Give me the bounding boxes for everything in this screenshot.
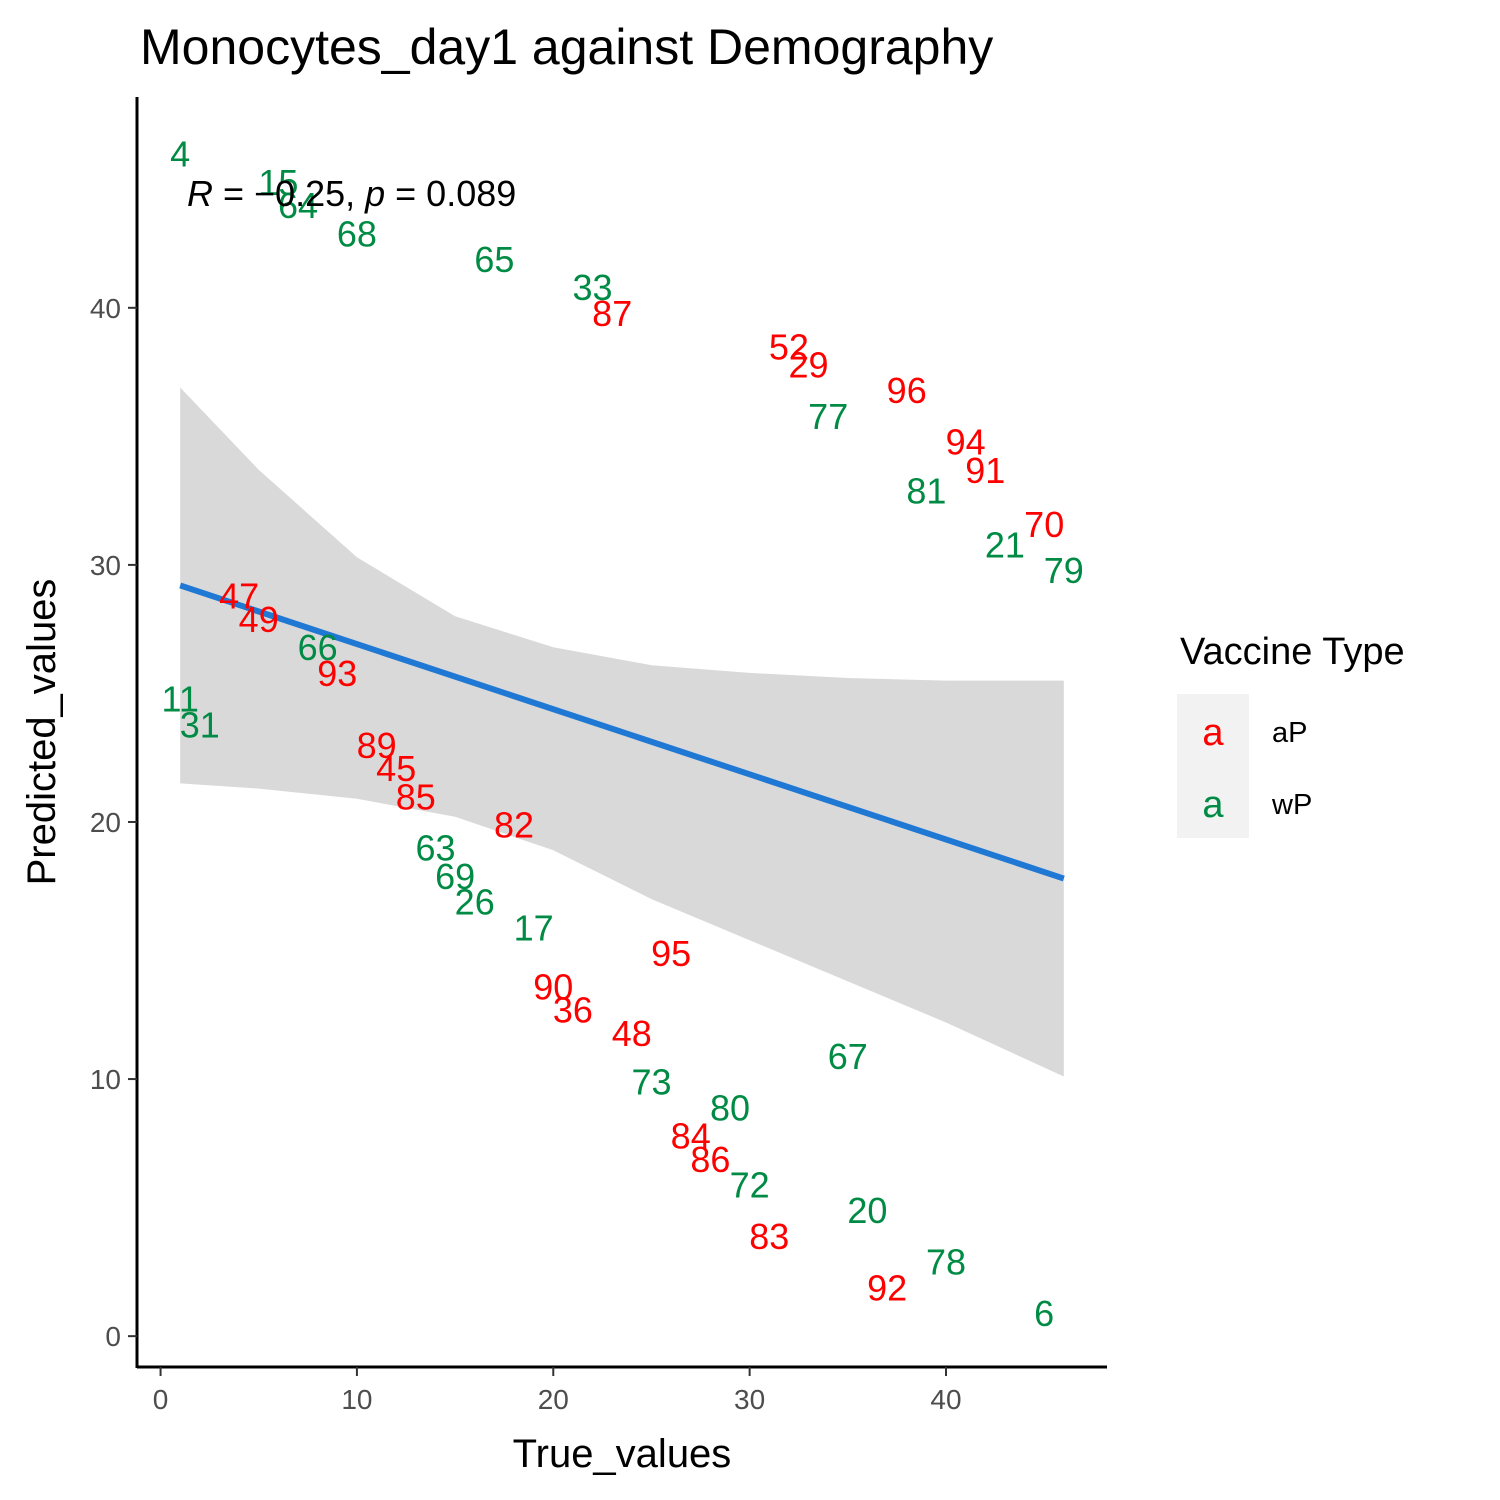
point-label-ap-84: 84 <box>671 1116 711 1157</box>
x-tick-label: 40 <box>930 1384 961 1415</box>
point-label-wp-31: 31 <box>180 704 220 745</box>
point-label-ap-48: 48 <box>612 1013 652 1054</box>
r-value: = −0.25, <box>213 173 365 214</box>
r-symbol: R <box>187 173 213 214</box>
legend-item-ap: a aP <box>1202 712 1307 754</box>
axes: 0 10 20 30 40 0 10 20 30 40 <box>90 97 1107 1415</box>
p-symbol: p <box>364 173 385 214</box>
point-label-ap-49: 49 <box>239 599 279 640</box>
point-label-wp-66: 66 <box>298 627 338 668</box>
point-label-ap-86: 86 <box>690 1139 730 1180</box>
point-label-ap-92: 92 <box>867 1267 907 1308</box>
point-label-wp-6: 6 <box>1034 1293 1054 1334</box>
point-label-ap-90: 90 <box>533 967 573 1008</box>
point-label-ap-29: 29 <box>788 344 828 385</box>
point-label-ap-87: 87 <box>592 293 632 334</box>
point-label-ap-70: 70 <box>1024 504 1064 545</box>
chart-title: Monocytes_day1 against Demography <box>140 19 993 75</box>
y-axis-title: Predicted_values <box>20 579 64 886</box>
y-tick-label: 40 <box>90 293 121 324</box>
legend-item-wp: a wP <box>1202 784 1312 826</box>
point-label-wp-69: 69 <box>435 856 475 897</box>
point-label-wp-4: 4 <box>170 134 190 175</box>
point-label-wp-63: 63 <box>415 828 455 869</box>
point-label-ap-82: 82 <box>494 805 534 846</box>
point-label-ap-36: 36 <box>553 990 593 1031</box>
point-label-ap-93: 93 <box>317 653 357 694</box>
x-axis-title: True_values <box>513 1432 732 1476</box>
point-label-ap-91: 91 <box>965 450 1005 491</box>
x-tick-label: 0 <box>153 1384 169 1415</box>
point-label-wp-73: 73 <box>631 1062 671 1103</box>
point-label-wp-79: 79 <box>1044 550 1084 591</box>
legend-key-wp: a <box>1202 784 1224 826</box>
point-label-wp-26: 26 <box>455 882 495 923</box>
point-label-ap-85: 85 <box>396 776 436 817</box>
point-label-wp-20: 20 <box>847 1190 887 1231</box>
point-label-wp-81: 81 <box>906 470 946 511</box>
point-label-ap-47: 47 <box>219 576 259 617</box>
legend-label-ap: aP <box>1272 717 1307 749</box>
y-tick-label: 10 <box>90 1064 121 1095</box>
point-label-ap-96: 96 <box>887 370 927 411</box>
x-tick-label: 20 <box>538 1384 569 1415</box>
point-label-wp-15: 15 <box>258 162 298 203</box>
point-label-wp-64: 64 <box>278 185 318 226</box>
y-tick-label: 0 <box>105 1321 121 1352</box>
point-label-wp-65: 65 <box>474 239 514 280</box>
point-label-wp-21: 21 <box>985 524 1025 565</box>
point-label-ap-89: 89 <box>357 725 397 766</box>
p-value: = 0.089 <box>385 173 516 214</box>
y-tick-label: 20 <box>90 807 121 838</box>
point-label-wp-33: 33 <box>572 267 612 308</box>
x-tick-label: 30 <box>734 1384 765 1415</box>
x-ticks: 0 10 20 30 40 <box>153 1367 962 1415</box>
legend-title: Vaccine Type <box>1180 631 1405 673</box>
regression-line <box>179 582 1065 882</box>
point-label-wp-77: 77 <box>808 396 848 437</box>
point-label-wp-68: 68 <box>337 213 377 254</box>
point-label-ap-83: 83 <box>749 1216 789 1257</box>
point-label-wp-11: 11 <box>162 679 199 720</box>
x-tick-label: 10 <box>341 1384 372 1415</box>
point-label-ap-94: 94 <box>946 422 986 463</box>
point-label-wp-17: 17 <box>514 907 554 948</box>
legend-key-ap: a <box>1202 712 1224 754</box>
point-label-ap-52: 52 <box>769 326 809 367</box>
point-label-ap-45: 45 <box>376 748 416 789</box>
legend: Vaccine Type a aP a wP <box>1177 631 1405 838</box>
point-label-wp-72: 72 <box>730 1165 770 1206</box>
point-label-wp-80: 80 <box>710 1087 750 1128</box>
legend-keys-background <box>1177 694 1249 838</box>
point-label-ap-95: 95 <box>651 933 691 974</box>
point-label-wp-67: 67 <box>828 1036 868 1077</box>
point-label-wp-78: 78 <box>926 1242 966 1283</box>
y-ticks: 0 10 20 30 40 <box>90 293 137 1352</box>
legend-label-wp: wP <box>1271 789 1312 821</box>
y-tick-label: 30 <box>90 550 121 581</box>
correlation-annotation: R = −0.25, p = 0.089 <box>187 173 516 214</box>
